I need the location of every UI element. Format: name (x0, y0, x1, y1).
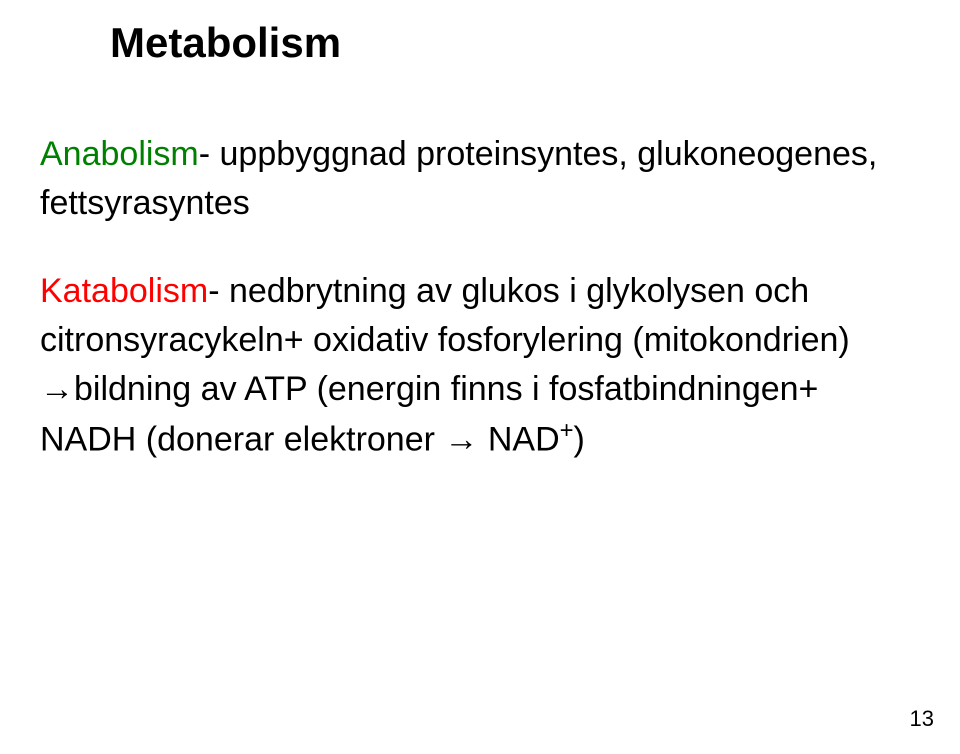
arrow-icon: → (40, 370, 74, 408)
page-number: 13 (910, 706, 934, 732)
close-paren: ) (574, 421, 585, 459)
nad-superscript: + (560, 417, 574, 444)
arrow-icon: → (444, 421, 478, 459)
body-text: Anabolism- uppbyggnad proteinsyntes, glu… (40, 130, 920, 503)
katabolism-lead: Katabolism (40, 272, 208, 310)
slide: Metabolism Anabolism- uppbyggnad protein… (0, 0, 960, 754)
anabolism-paragraph: Anabolism- uppbyggnad proteinsyntes, glu… (40, 130, 920, 229)
slide-title: Metabolism (110, 20, 341, 66)
nad-text: NAD (478, 421, 559, 459)
katabolism-paragraph: Katabolism- nedbrytning av glukos i glyk… (40, 267, 920, 466)
anabolism-lead: Anabolism (40, 135, 199, 173)
katabolism-rest-2: bildning av ATP (energin finns i fosfatb… (40, 370, 818, 459)
